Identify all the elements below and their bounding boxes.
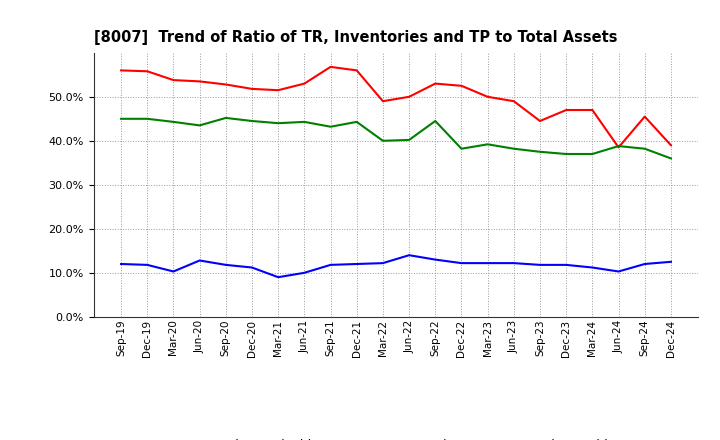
Trade Receivables: [483, 94, 492, 99]
Inventories: [274, 275, 282, 280]
Trade Receivables: [614, 145, 623, 150]
Trade Receivables: [562, 107, 570, 113]
Inventories: [352, 261, 361, 267]
Trade Payables: [562, 151, 570, 157]
Trade Payables: [405, 137, 413, 143]
Trade Payables: [614, 143, 623, 149]
Trade Payables: [640, 146, 649, 151]
Legend: Trade Receivables, Inventories, Trade Payables: Trade Receivables, Inventories, Trade Pa…: [166, 434, 626, 440]
Trade Receivables: [536, 118, 544, 124]
Trade Payables: [143, 116, 152, 121]
Inventories: [222, 262, 230, 268]
Trade Payables: [195, 123, 204, 128]
Trade Payables: [169, 119, 178, 125]
Line: Inventories: Inventories: [121, 255, 671, 277]
Inventories: [248, 265, 256, 270]
Trade Payables: [222, 115, 230, 121]
Trade Payables: [326, 124, 335, 129]
Trade Receivables: [588, 107, 597, 113]
Inventories: [640, 261, 649, 267]
Inventories: [143, 262, 152, 268]
Inventories: [510, 260, 518, 266]
Inventories: [614, 269, 623, 274]
Trade Receivables: [300, 81, 309, 86]
Inventories: [195, 258, 204, 263]
Trade Payables: [117, 116, 125, 121]
Trade Receivables: [379, 99, 387, 104]
Text: [8007]  Trend of Ratio of TR, Inventories and TP to Total Assets: [8007] Trend of Ratio of TR, Inventories…: [94, 29, 617, 45]
Inventories: [379, 260, 387, 266]
Trade Payables: [379, 138, 387, 143]
Trade Receivables: [510, 99, 518, 104]
Trade Payables: [352, 119, 361, 125]
Trade Receivables: [667, 143, 675, 148]
Trade Receivables: [195, 79, 204, 84]
Trade Payables: [536, 149, 544, 154]
Inventories: [169, 269, 178, 274]
Trade Payables: [588, 151, 597, 157]
Trade Receivables: [326, 64, 335, 70]
Inventories: [405, 253, 413, 258]
Line: Trade Payables: Trade Payables: [121, 118, 671, 158]
Trade Receivables: [248, 86, 256, 92]
Inventories: [117, 261, 125, 267]
Trade Receivables: [169, 77, 178, 83]
Trade Receivables: [431, 81, 440, 86]
Trade Payables: [274, 121, 282, 126]
Trade Payables: [483, 142, 492, 147]
Inventories: [483, 260, 492, 266]
Inventories: [300, 270, 309, 275]
Trade Payables: [667, 156, 675, 161]
Trade Receivables: [143, 69, 152, 74]
Inventories: [536, 262, 544, 268]
Trade Receivables: [405, 94, 413, 99]
Inventories: [562, 262, 570, 268]
Trade Payables: [457, 146, 466, 151]
Inventories: [588, 265, 597, 270]
Trade Payables: [300, 119, 309, 125]
Inventories: [457, 260, 466, 266]
Inventories: [431, 257, 440, 262]
Line: Trade Receivables: Trade Receivables: [121, 67, 671, 147]
Trade Payables: [431, 118, 440, 124]
Trade Receivables: [222, 82, 230, 87]
Trade Receivables: [352, 68, 361, 73]
Inventories: [326, 262, 335, 268]
Trade Payables: [510, 146, 518, 151]
Trade Receivables: [457, 83, 466, 88]
Trade Receivables: [640, 114, 649, 119]
Trade Receivables: [117, 68, 125, 73]
Trade Payables: [248, 118, 256, 124]
Inventories: [667, 259, 675, 264]
Trade Receivables: [274, 88, 282, 93]
